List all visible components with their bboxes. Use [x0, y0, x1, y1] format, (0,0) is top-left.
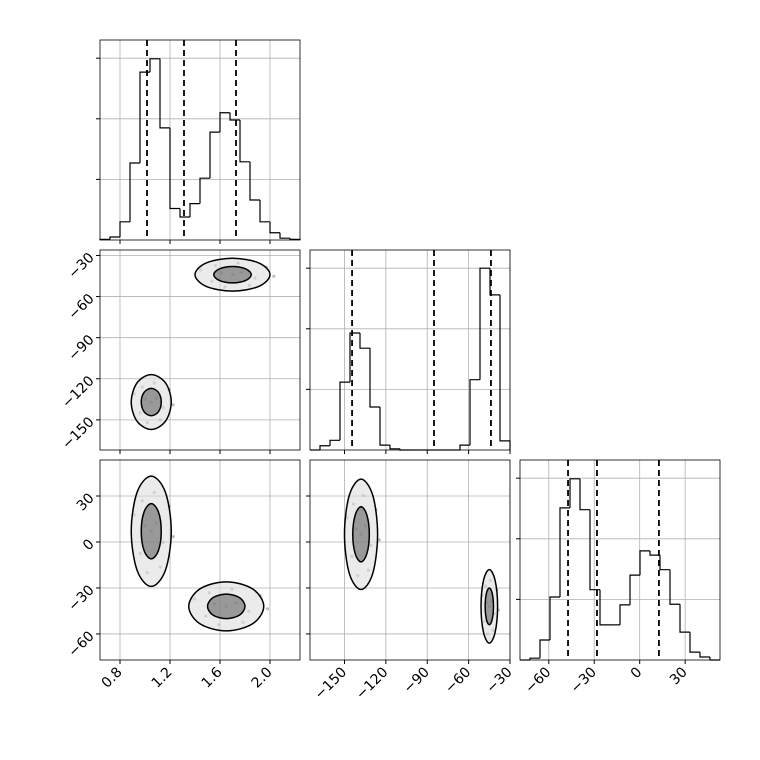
histogram-step — [159, 58, 170, 129]
x-tick-label: −30 — [568, 664, 600, 696]
histogram-step — [489, 268, 500, 296]
histogram-step — [349, 332, 360, 383]
x-tick-label: −30 — [483, 664, 515, 696]
histogram-step — [669, 569, 680, 605]
histogram-step — [629, 574, 640, 605]
sample-point — [171, 403, 175, 407]
histogram-step — [369, 348, 380, 408]
histogram-step — [149, 58, 160, 73]
x-tick-label: 2.0 — [249, 664, 276, 691]
histogram-step — [589, 509, 600, 591]
histogram-step — [209, 131, 220, 179]
sample-point — [272, 274, 276, 278]
histogram-step — [179, 208, 190, 218]
sample-point — [265, 607, 270, 611]
histogram-step — [169, 127, 180, 210]
histogram-step — [679, 604, 690, 633]
histogram-step — [269, 221, 280, 234]
density-contour — [206, 593, 246, 620]
histogram-step — [379, 406, 390, 446]
y-tick-label: −90 — [65, 332, 97, 364]
histogram-step — [549, 596, 560, 640]
histogram-step — [279, 232, 290, 239]
histogram-step — [359, 333, 370, 349]
histogram-step — [499, 294, 511, 450]
y-tick-label: −150 — [59, 414, 98, 453]
histogram-step — [529, 657, 540, 660]
x-tick-label: 1.6 — [199, 664, 226, 691]
histogram-step — [469, 379, 480, 446]
x-tick-label: −120 — [353, 664, 392, 703]
density-contour — [212, 265, 253, 284]
density-contour — [140, 502, 163, 560]
histogram-step — [109, 236, 120, 240]
density-contour — [140, 387, 163, 417]
panel-frame — [99, 249, 301, 451]
panel-frame — [309, 249, 511, 451]
x-tick-label: −60 — [522, 664, 554, 696]
histogram-step — [249, 161, 260, 201]
histogram-step — [189, 203, 200, 217]
x-tick-label: −90 — [401, 664, 433, 696]
sample-point — [377, 538, 381, 542]
histogram-step — [619, 604, 630, 625]
histogram-step — [569, 478, 580, 508]
panel-frame — [99, 459, 301, 661]
histogram-step — [659, 555, 670, 571]
histogram-step — [259, 200, 270, 223]
histogram-step — [649, 550, 660, 556]
y-tick-label: −30 — [65, 250, 97, 282]
histogram-step — [239, 120, 250, 163]
histogram-step — [459, 444, 470, 450]
histogram-step — [579, 478, 590, 511]
y-tick-label: −60 — [65, 628, 97, 660]
x-tick-label: −60 — [442, 664, 474, 696]
histogram-step — [689, 632, 700, 653]
histogram-step — [329, 439, 340, 446]
y-tick-label: −120 — [59, 373, 98, 412]
panel-frame — [519, 459, 721, 661]
y-tick-label: 30 — [74, 490, 98, 514]
x-tick-label: 0.8 — [99, 664, 126, 691]
x-tick-label: −150 — [312, 664, 351, 703]
sample-point — [171, 535, 175, 539]
histogram-step — [699, 652, 710, 658]
histogram-step — [129, 162, 140, 222]
histogram-step — [599, 589, 610, 626]
density-contour — [352, 505, 371, 563]
histogram-step — [119, 221, 130, 237]
histogram-step — [319, 445, 330, 450]
histogram-step — [219, 112, 230, 133]
y-tick-label: −60 — [65, 291, 97, 323]
panel-frame — [309, 459, 511, 661]
x-tick-label: 1.2 — [149, 664, 176, 691]
x-tick-label: 30 — [667, 664, 691, 688]
y-tick-label: −30 — [65, 582, 97, 614]
histogram-step — [639, 550, 650, 576]
histogram-step — [709, 656, 720, 661]
histogram-step — [199, 177, 210, 204]
density-contour — [484, 587, 495, 626]
x-tick-label: 0 — [628, 664, 646, 682]
histogram-step — [539, 639, 550, 659]
panel-frame — [99, 39, 301, 241]
histogram-step — [139, 71, 150, 164]
y-tick-label: 0 — [80, 536, 98, 554]
histogram-step — [479, 267, 490, 380]
histogram-step — [389, 445, 400, 450]
histogram-step — [339, 381, 350, 441]
histogram-step — [559, 507, 570, 597]
